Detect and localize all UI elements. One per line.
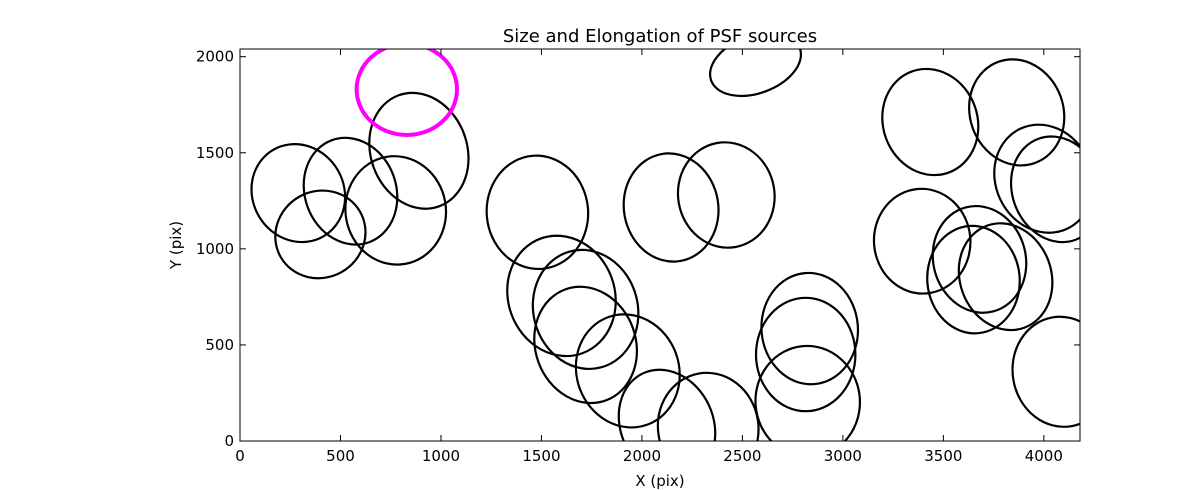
- psf-ellipse: [622, 152, 720, 263]
- chart-title: Size and Elongation of PSF sources: [503, 26, 817, 47]
- x-tick-label: 2500: [723, 447, 761, 465]
- y-tick-label: 2000: [196, 48, 234, 66]
- x-tick-label: 500: [326, 447, 355, 465]
- psf-ellipse: [881, 67, 980, 177]
- psf-ellipse: [754, 296, 857, 413]
- psf-ellipse: [1011, 315, 1080, 428]
- y-tick-label: 1500: [196, 144, 234, 162]
- psf-ellipse: [754, 344, 862, 441]
- psf-ellipse: [533, 285, 639, 405]
- y-tick-label: 1000: [196, 240, 234, 258]
- x-tick-label: 3500: [924, 447, 962, 465]
- psf-ellipse: [968, 58, 1066, 167]
- psf-ellipse-highlight: [354, 49, 459, 137]
- psf-ellipse: [368, 91, 470, 210]
- y-axis-label: Y (pix): [167, 221, 185, 270]
- psf-ellipse: [708, 49, 803, 98]
- x-axis-label: X (pix): [635, 472, 684, 490]
- psf-ellipse: [274, 189, 367, 280]
- psf-ellipse: [506, 234, 617, 358]
- psf-ellipse: [344, 155, 448, 266]
- psf-ellipse: [957, 222, 1054, 332]
- x-tick-label: 3000: [824, 447, 862, 465]
- psf-ellipse: [926, 224, 1021, 335]
- ellipse-layer: [250, 49, 1080, 441]
- psf-ellipse: [676, 141, 776, 249]
- x-tick-label: 4000: [1025, 447, 1063, 465]
- y-tick-label: 0: [224, 432, 234, 450]
- psf-ellipse: [574, 313, 681, 429]
- plot-area: [239, 48, 1081, 442]
- psf-ellipse: [931, 204, 1028, 314]
- x-tick-label: 0: [235, 447, 245, 465]
- y-axis: 0 500 1000 1500 2000: [196, 48, 1080, 450]
- psf-ellipse: [1009, 135, 1080, 244]
- psf-ellipse: [617, 368, 717, 441]
- y-tick-label: 500: [205, 336, 234, 354]
- x-tick-label: 1500: [522, 447, 560, 465]
- psf-ellipse: [485, 154, 590, 271]
- psf-ellipse: [993, 123, 1080, 234]
- x-axis: 0 500 1000 1500 2000 2500 3000 3500 4000: [235, 49, 1063, 465]
- psf-ellipse: [531, 248, 640, 371]
- psf-ellipse: [250, 143, 347, 244]
- psf-ellipse: [302, 136, 399, 246]
- x-tick-label: 2000: [623, 447, 661, 465]
- psf-ellipse: [760, 271, 860, 386]
- x-tick-label: 1000: [422, 447, 460, 465]
